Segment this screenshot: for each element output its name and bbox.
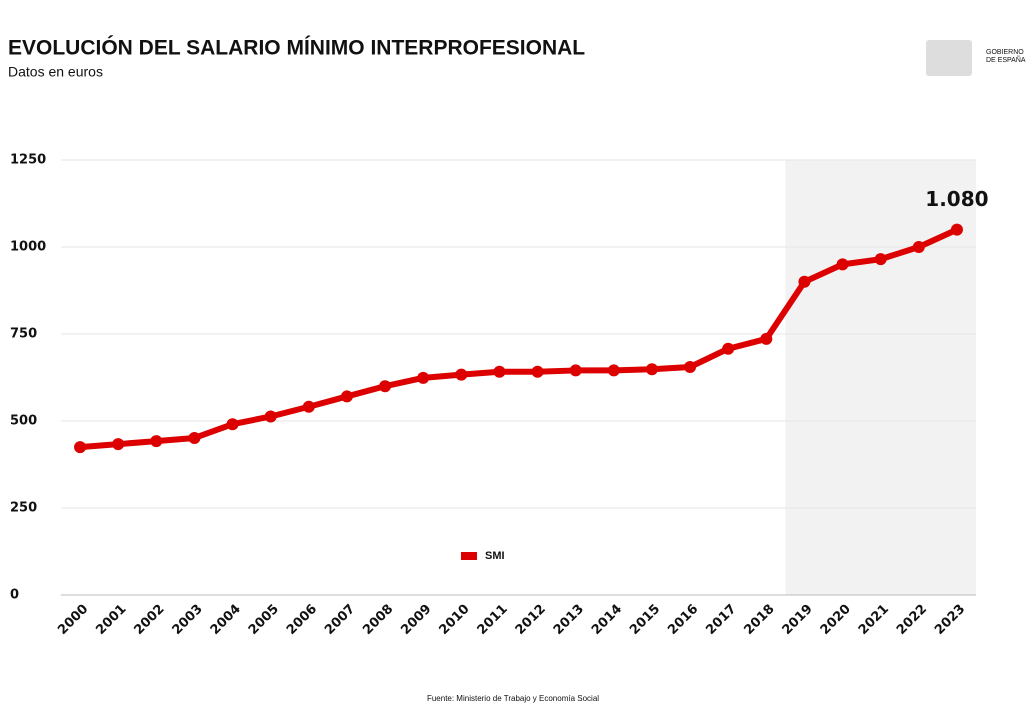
chart-subtitle: Datos en euros [8,64,103,80]
y-tick-label: 0 [10,588,19,603]
x-tick-label: 2017 [703,602,739,638]
x-tick-label: 2008 [360,602,396,638]
x-tick-label: 2021 [856,602,892,638]
data-point [112,438,125,451]
y-tick-label: 1000 [10,240,46,255]
data-point [417,371,430,384]
x-tick-label: 2020 [818,602,854,638]
x-tick-label: 2005 [246,602,282,638]
chart-title: EVOLUCIÓN DEL SALARIO MÍNIMO INTERPROFES… [8,36,585,60]
data-point [379,380,392,393]
x-tick-label: 2000 [55,602,91,638]
data-point [74,441,87,454]
annotation: 1.080 [925,187,988,211]
data-point [798,275,811,288]
x-tick-label: 2004 [208,602,244,638]
data-point [264,410,277,423]
data-point [836,258,849,271]
data-point [302,400,315,413]
data-point [722,342,735,355]
x-tick-label: 2023 [932,602,968,638]
y-tick-label: 1250 [10,153,46,168]
x-tick-label: 2006 [284,602,320,638]
highlight-region [785,160,976,595]
x-tick-label: 2019 [780,602,816,638]
x-tick-label: 2001 [93,602,129,638]
y-tick-label: 750 [10,327,37,342]
data-point [874,253,887,266]
data-point [188,431,201,444]
data-point [455,368,468,381]
x-tick-label: 2011 [475,602,511,638]
source: Fuente: Ministerio de Trabajo y Economía… [427,694,599,703]
x-tick-label: 2013 [551,602,587,638]
data-point [760,332,773,345]
data-point [684,360,697,373]
x-tick-label: 2022 [894,602,930,638]
data-point [340,390,353,403]
legend-label: SMI [485,550,505,562]
legend-swatch [461,552,477,560]
logo-emblem [926,40,972,76]
y-tick-label: 500 [10,414,37,429]
data-point [150,435,163,448]
logo-text: DE ESPAÑA [986,55,1026,64]
x-tick-label: 2007 [322,602,358,638]
x-tick-label: 2014 [589,602,625,638]
y-tick-label: 250 [10,501,37,516]
x-tick-label: 2009 [398,602,434,638]
data-point [607,364,620,377]
data-point [493,365,506,378]
data-point [950,223,963,236]
logo-text: GOBIERNO [986,49,1024,56]
data-point [226,418,239,431]
x-tick-label: 2016 [665,602,701,638]
x-tick-label: 2003 [170,602,206,638]
logo: GOBIERNO DE ESPAÑA [926,40,1026,76]
data-point [531,365,544,378]
x-tick-label: 2002 [131,602,167,638]
series-line [79,226,959,451]
x-tick-label: 2018 [741,602,777,638]
data-point [912,241,925,253]
x-tick-label: 2012 [513,602,549,638]
data-point [569,364,582,377]
x-tick-label: 2015 [627,602,663,638]
data-point [645,363,658,376]
x-tick-label: 2010 [436,602,472,638]
